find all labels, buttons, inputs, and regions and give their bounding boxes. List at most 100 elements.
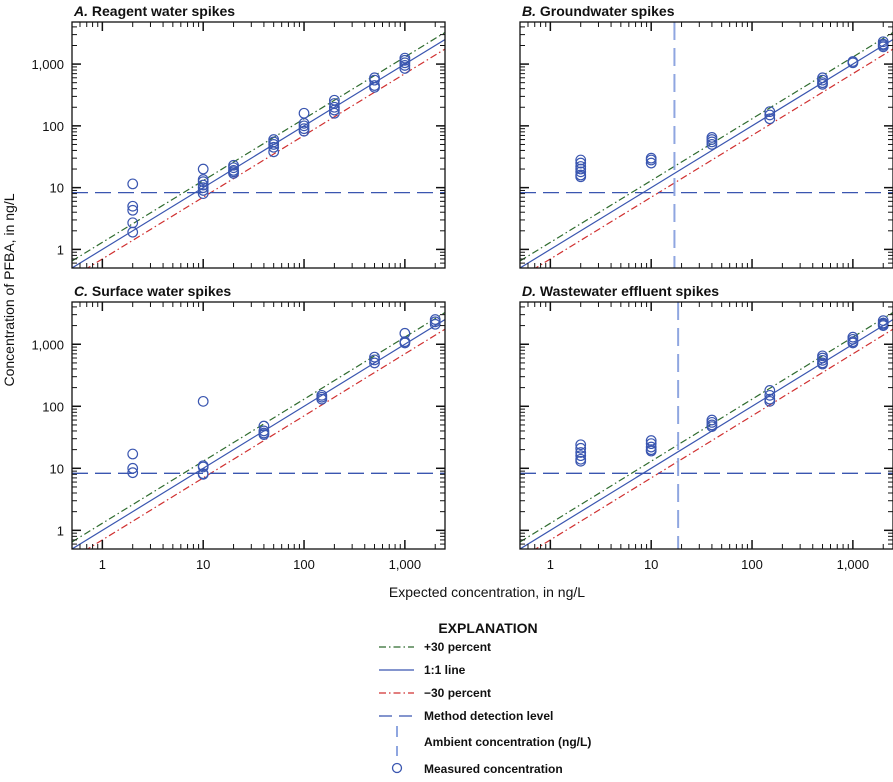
data-point (197, 163, 209, 175)
data-point (298, 120, 310, 132)
data-point (817, 358, 828, 370)
plot-frame (71, 301, 446, 550)
data-point (764, 109, 776, 121)
x-tick-label: 100 (741, 557, 763, 572)
legend-plus-30-percent: +30 percent (379, 640, 491, 654)
legend-one-to-one: 1:1 line (379, 663, 466, 677)
minus-30-percent-line (534, 48, 893, 268)
plus-30-percent-line (72, 311, 445, 543)
data-point (127, 217, 139, 229)
x-tick-label: 10 (644, 557, 658, 572)
data-point (399, 337, 411, 349)
panel-d: D. Wastewater effluent spikes 1 10 100 1,000 (519, 283, 893, 572)
y-tick-label: 10 (50, 181, 64, 196)
data-point (197, 185, 209, 196)
data-point (764, 106, 776, 118)
data-point (429, 318, 441, 330)
plot-frame (71, 21, 446, 269)
one-to-one-line (520, 38, 893, 268)
panels: A. Reagent water spikes 1 10 100 1,000 B. Gro… (31, 3, 893, 572)
data-point (127, 448, 139, 460)
panel-letter: D. (522, 283, 540, 299)
legend: EXPLANATION +30 percent 1:1 line −30 perce… (379, 620, 591, 776)
panel-a: A. Reagent water spikes 1 10 100 1,000 (31, 3, 446, 269)
plot-frame (519, 21, 893, 269)
data-point (127, 226, 139, 238)
data-point (316, 393, 328, 405)
plus-30-percent-line (520, 311, 893, 543)
data-point (197, 179, 209, 191)
legend-label: Ambient concentration (ng/L) (424, 735, 591, 749)
x-tick-label: 1,000 (837, 557, 870, 572)
one-to-one-line (520, 319, 893, 549)
data-point (399, 57, 411, 69)
plot-frame (519, 301, 893, 550)
data-point (817, 354, 828, 366)
data-point (575, 450, 587, 462)
data-point (369, 81, 380, 93)
plot-area (520, 302, 893, 549)
minus-30-percent-line (534, 328, 893, 549)
plus-30-percent-line (72, 31, 445, 262)
data-point (197, 461, 209, 473)
data-point (575, 161, 587, 172)
data-point (328, 101, 340, 113)
panel-title-text: Surface water spikes (92, 283, 232, 299)
data-point (706, 416, 718, 428)
data-point (575, 455, 587, 467)
y-tick-label: 100 (42, 119, 64, 134)
legend-method-detection-level: Method detection level (379, 709, 553, 723)
data-point (369, 74, 380, 86)
data-point (127, 204, 139, 216)
minus-30-percent-line (86, 328, 445, 549)
legend-minus-30-percent: −30 percent (379, 686, 491, 700)
legend-ambient-concentration: Ambient concentration (ng/L) (396, 726, 591, 756)
panel-title-text: Reagent water spikes (92, 3, 235, 19)
data-point (258, 429, 270, 440)
data-point (268, 146, 280, 158)
panel-title-text: Wastewater effluent spikes (540, 283, 719, 299)
data-point (764, 385, 776, 396)
data-point (764, 113, 776, 125)
data-point (706, 139, 718, 150)
y-tick-label: 100 (42, 399, 64, 414)
panel-title: D. Wastewater effluent spikes (522, 283, 719, 299)
legend-swatch (391, 762, 403, 774)
data-point (268, 139, 280, 150)
panel-letter: A. (73, 3, 92, 19)
panel-letter: C. (74, 283, 92, 299)
one-to-one-line (72, 38, 445, 268)
data-point (399, 60, 411, 71)
data-point (369, 357, 380, 369)
data-point (228, 167, 239, 179)
panel-title-text: Groundwater spikes (540, 3, 675, 19)
panel-title: C. Surface water spikes (74, 283, 231, 299)
y-axis-title: Concentration of PFBA, in ng/L (1, 193, 17, 386)
legend-title: EXPLANATION (438, 620, 537, 636)
data-point (369, 354, 380, 366)
legend-label: −30 percent (424, 686, 491, 700)
x-tick-label: 1 (99, 557, 106, 572)
plus-30-percent-line (520, 31, 893, 262)
data-point (877, 41, 889, 53)
legend-label: 1:1 line (424, 663, 466, 677)
data-point (268, 141, 280, 153)
x-tick-label: 10 (196, 557, 210, 572)
data-point (706, 136, 718, 148)
data-point (764, 395, 776, 407)
data-point (645, 154, 657, 166)
x-tick-label: 100 (293, 557, 315, 572)
legend-label: Method detection level (424, 709, 553, 723)
data-point (328, 104, 340, 116)
panel-letter: B. (522, 3, 540, 19)
panel-b: B. Groundwater spikes (519, 3, 893, 269)
data-point (847, 57, 859, 69)
data-point (197, 468, 209, 480)
data-point (764, 389, 776, 401)
data-point (645, 438, 657, 450)
data-point (817, 78, 828, 90)
one-to-one-line (72, 319, 445, 549)
panel-c: C. Surface water spikes 1 10 100 1,000 1 10 100… (31, 283, 446, 572)
minus-30-percent-line (86, 48, 445, 268)
